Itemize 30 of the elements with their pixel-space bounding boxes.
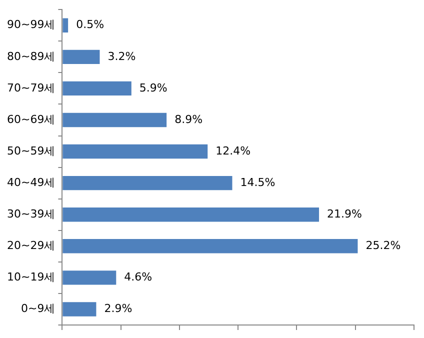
data-label: 25.2% bbox=[366, 239, 401, 252]
y-tick-label: 40~49세 bbox=[6, 176, 56, 189]
bar bbox=[62, 18, 68, 32]
bar bbox=[62, 176, 232, 190]
bar bbox=[62, 270, 116, 285]
data-label: 0.5% bbox=[76, 18, 104, 32]
y-tick-label: 20~29세 bbox=[6, 239, 56, 252]
data-label: 3.2% bbox=[108, 50, 136, 63]
y-tick-label: 0~9세 bbox=[20, 302, 56, 316]
y-tick-label: 60~69세 bbox=[6, 112, 56, 126]
data-label: 4.6% bbox=[124, 270, 152, 284]
bar bbox=[62, 144, 208, 159]
data-label: 5.9% bbox=[139, 81, 168, 94]
bar bbox=[62, 302, 96, 316]
y-tick-label: 50~59세 bbox=[6, 144, 56, 158]
data-label: 21.9% bbox=[327, 207, 362, 220]
y-tick-label: 70~79세 bbox=[6, 81, 56, 94]
bar bbox=[62, 50, 100, 64]
y-tick-label: 10~19세 bbox=[6, 270, 56, 284]
data-label: 12.4% bbox=[216, 144, 251, 158]
y-tick-label: 30~39세 bbox=[6, 207, 56, 220]
data-label: 2.9% bbox=[104, 302, 132, 316]
y-tick-label: 90~99세 bbox=[6, 18, 56, 32]
bar bbox=[62, 239, 358, 254]
data-label: 14.5% bbox=[240, 176, 276, 189]
y-tick-label: 80~89세 bbox=[6, 50, 56, 63]
bar bbox=[62, 208, 320, 222]
bar bbox=[62, 81, 132, 96]
data-label: 8.9% bbox=[174, 112, 203, 126]
bar bbox=[62, 112, 167, 128]
